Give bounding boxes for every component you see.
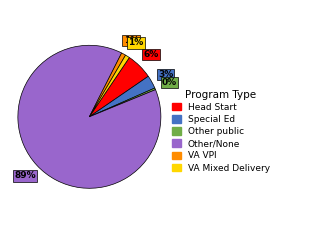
Wedge shape xyxy=(89,57,148,117)
Text: 1%: 1% xyxy=(128,38,144,47)
Wedge shape xyxy=(89,53,125,117)
Text: 3%: 3% xyxy=(158,70,173,79)
Text: 1%: 1% xyxy=(124,36,139,45)
Wedge shape xyxy=(89,76,155,117)
Text: 0%: 0% xyxy=(162,78,177,87)
Wedge shape xyxy=(89,88,156,117)
Text: 6%: 6% xyxy=(143,50,158,59)
Wedge shape xyxy=(18,45,161,188)
Legend: Head Start, Special Ed, Other public, Other/None, VA VPI, VA Mixed Delivery: Head Start, Special Ed, Other public, Ot… xyxy=(169,87,273,175)
Wedge shape xyxy=(89,55,129,117)
Text: 89%: 89% xyxy=(15,172,36,180)
